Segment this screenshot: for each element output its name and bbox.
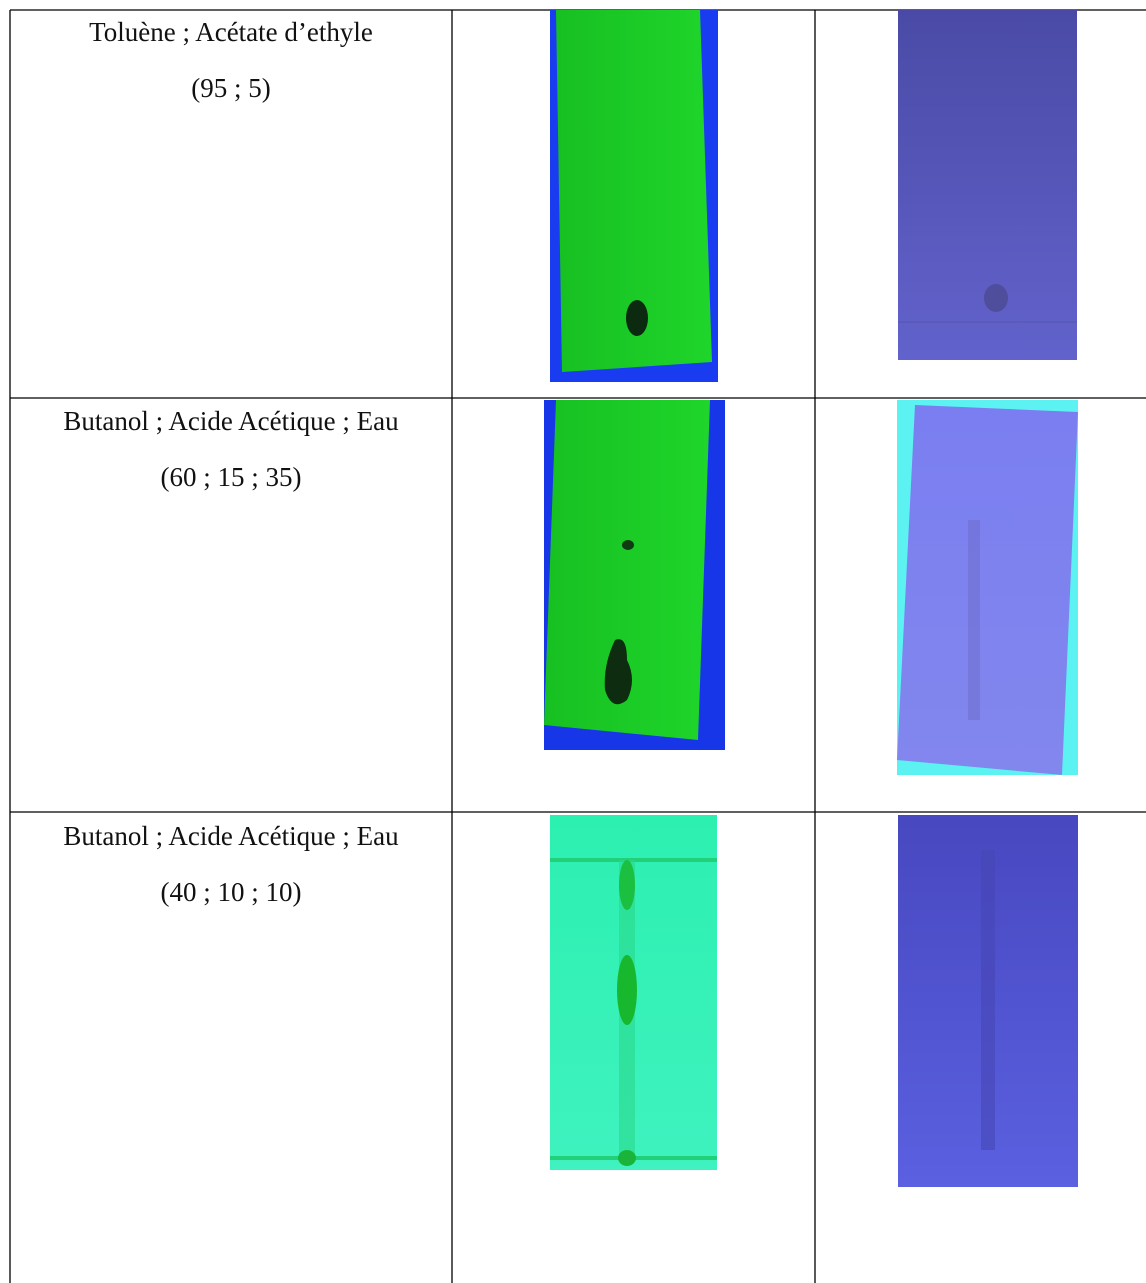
ratio-label: (60 ; 15 ; 35): [161, 462, 302, 492]
solvent-label: Toluène ; Acétate d’ethyle: [89, 17, 373, 47]
solvent-label: Butanol ; Acide Acétique ; Eau: [63, 406, 399, 436]
tlc-plate-365: [898, 815, 1078, 1187]
tlc-plate-254: [550, 815, 717, 1170]
ratio-label: (40 ; 10 ; 10): [161, 877, 302, 907]
document-page: Toluène ; Acétate d’ethyle (95 ; 5) Buta…: [0, 0, 1146, 1283]
tlc-plate-254: [544, 400, 725, 750]
ratio-label: (95 ; 5): [191, 73, 270, 103]
tlc-plate-365: [898, 10, 1077, 360]
tlc-plate-254: [550, 10, 718, 382]
tlc-plate-365: [897, 400, 1078, 775]
solvent-label: Butanol ; Acide Acétique ; Eau: [63, 821, 399, 851]
